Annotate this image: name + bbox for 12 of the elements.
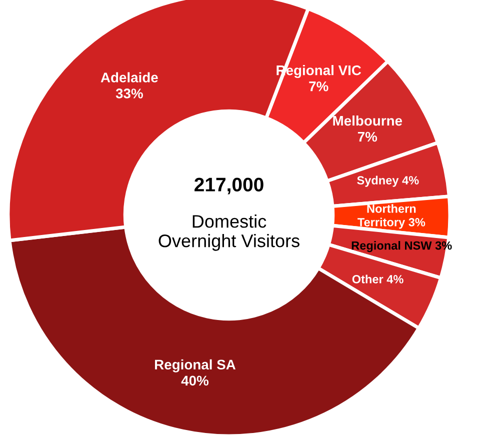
data-label: 7% [358,132,378,142]
slice-label: Adelaide [100,72,158,82]
data-label: 40% [181,376,209,386]
text: 217,000 [194,178,264,194]
slice-label: Sydney 4% [357,176,419,187]
data-label: 33% [116,88,143,98]
text: Domestic Overnight Visitors [158,214,300,251]
slice-label: Northern Territory 3% [358,204,426,229]
slice-label: Melbourne [333,115,402,126]
slice-label: Other 4% [352,274,404,284]
slice-label: Regional SA [155,359,236,372]
data-label: 7% [309,81,328,92]
